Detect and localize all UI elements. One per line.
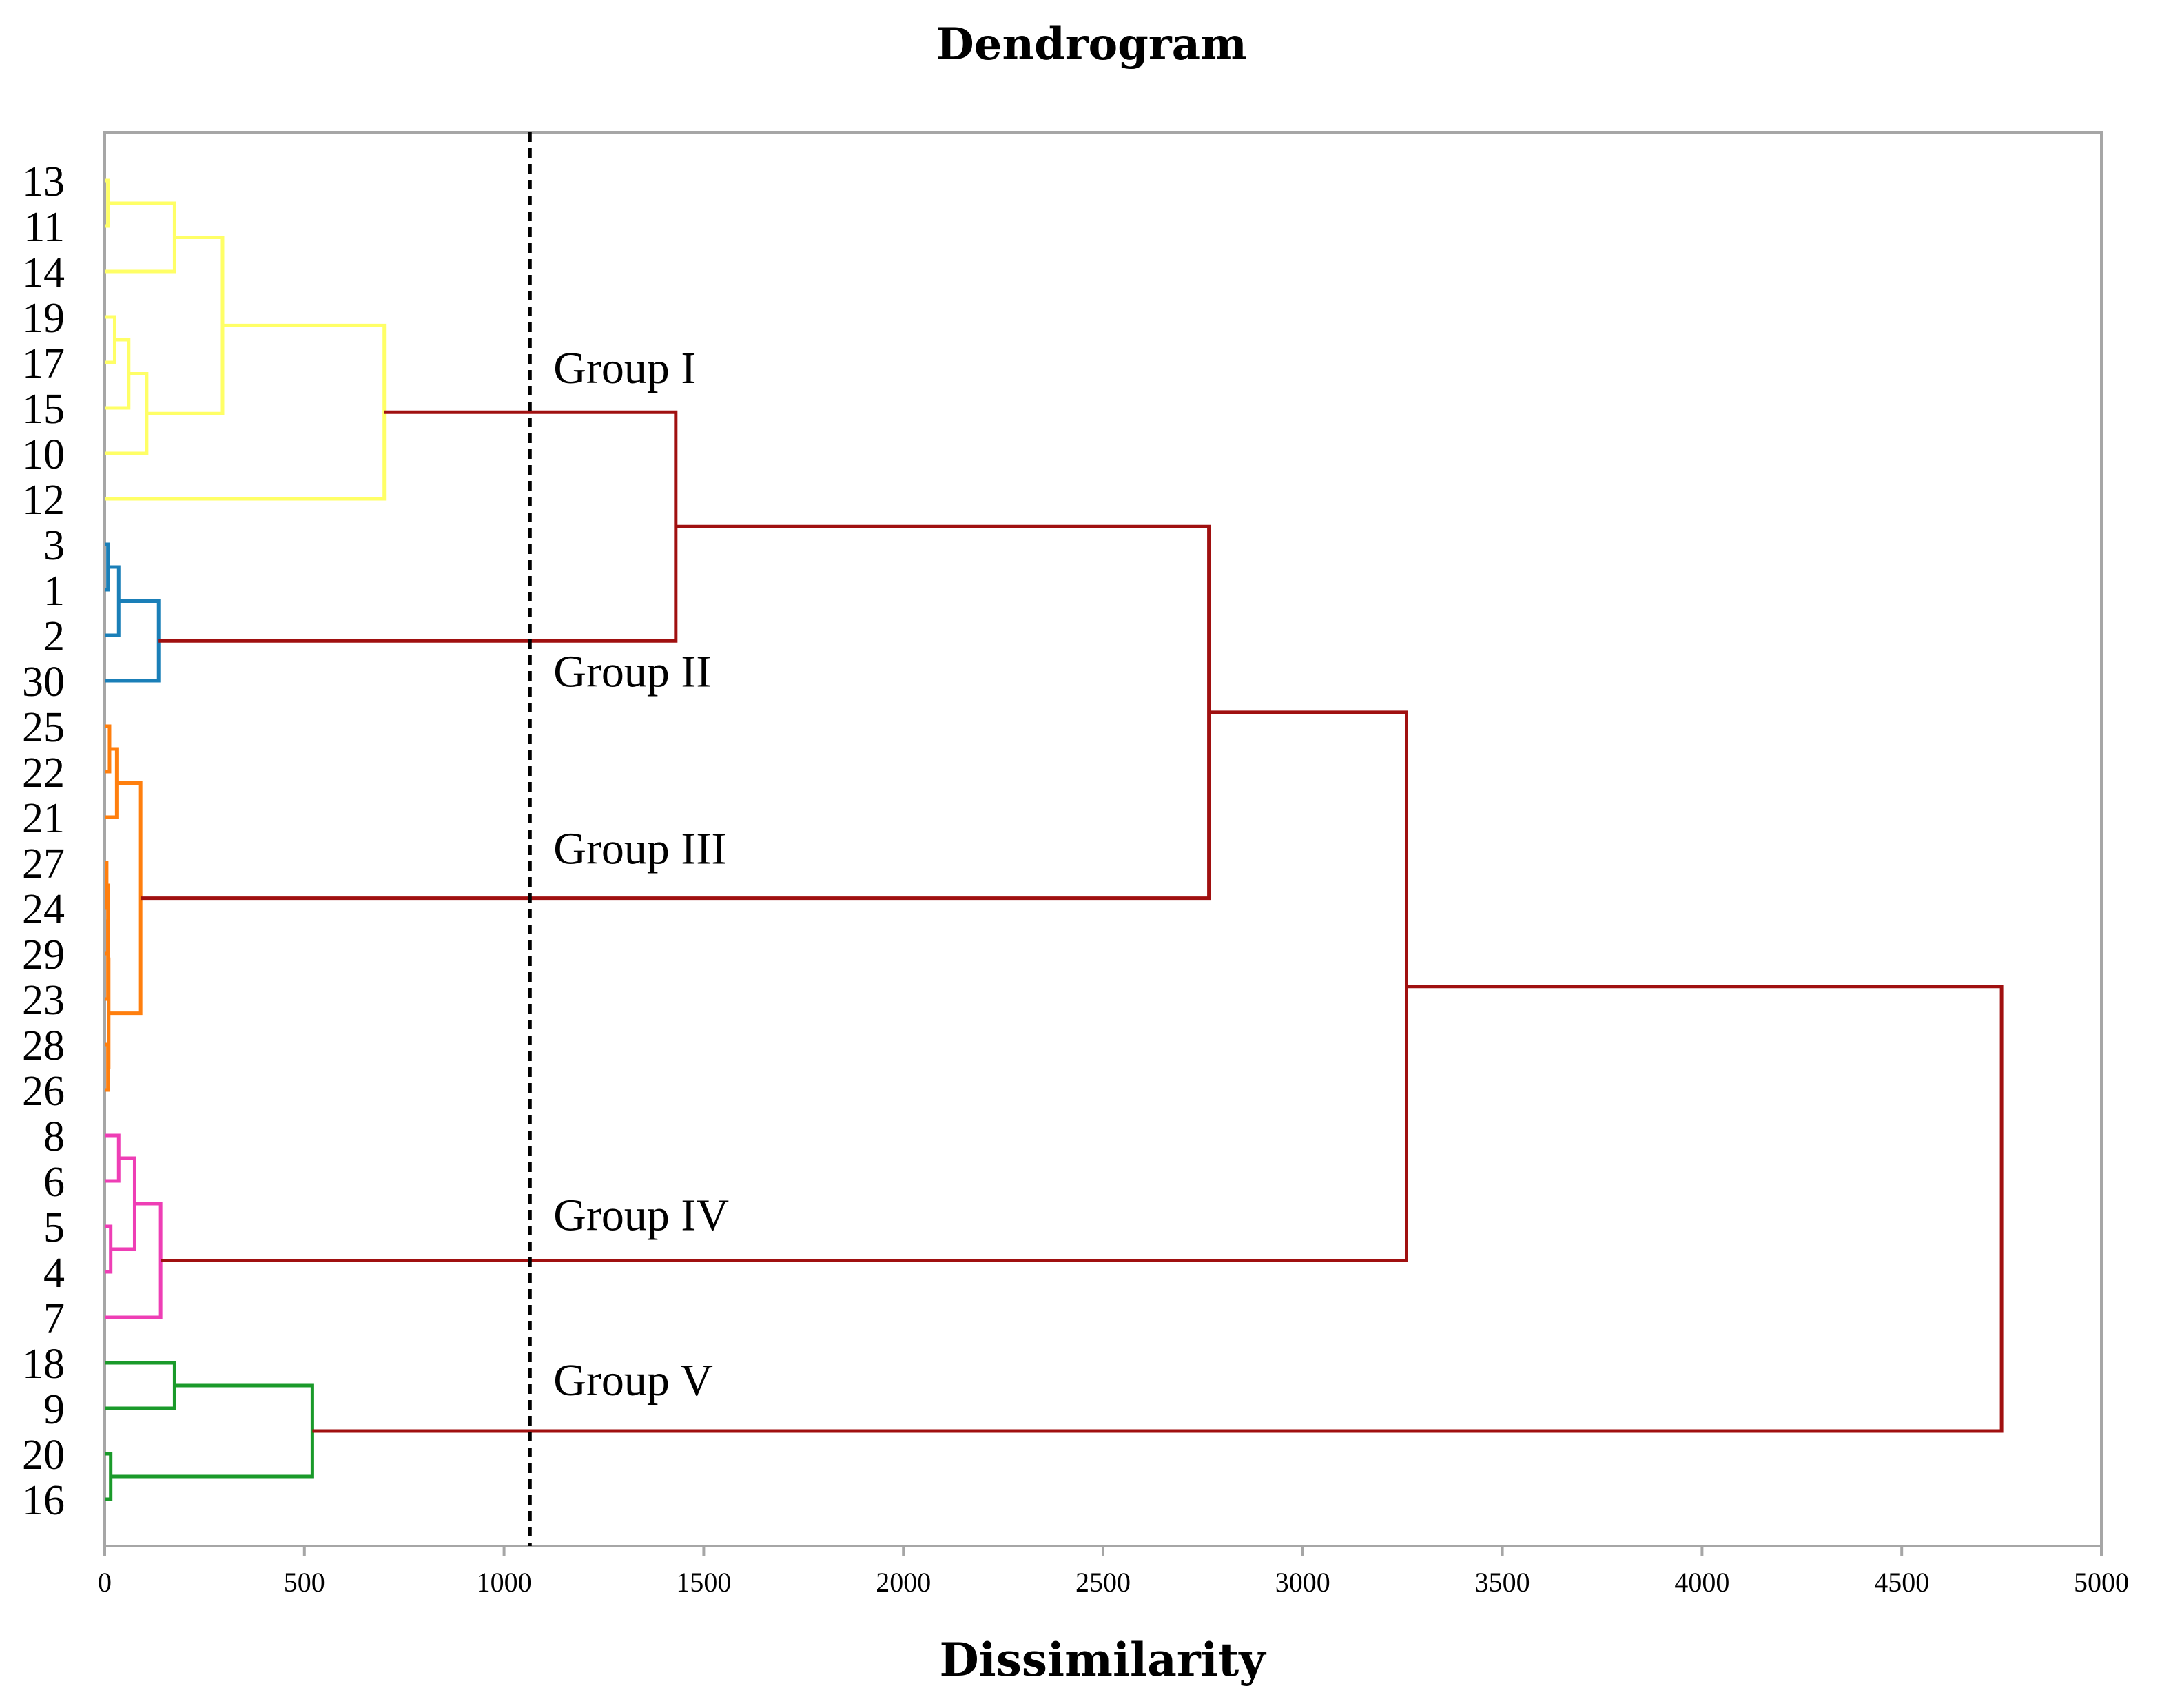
merge-link-11: [105, 724, 112, 774]
chart-title: Dendrogram: [936, 19, 1247, 70]
x-axis-title: Dissimilarity: [939, 1633, 1266, 1687]
group-label-1: Group I: [553, 343, 696, 393]
leaf-label-13: 13: [22, 158, 65, 205]
merge-link-26: [158, 410, 678, 643]
merge-link-22: [105, 1202, 163, 1319]
merge-link-27: [141, 524, 1211, 901]
leaf-label-18: 18: [22, 1341, 65, 1388]
leaf-label-23: 23: [22, 977, 65, 1024]
x-tick-label-5000: 5000: [2074, 1567, 2129, 1598]
leaf-label-8: 8: [43, 1113, 65, 1160]
group-label-2: Group II: [553, 646, 711, 697]
leaf-label-5: 5: [43, 1204, 65, 1251]
leaf-label-19: 19: [22, 295, 65, 342]
merge-link-5: [105, 372, 149, 455]
leaf-label-28: 28: [22, 1022, 65, 1069]
group-label-3: Group III: [553, 824, 726, 874]
merge-link-4: [105, 338, 131, 410]
leaf-label-14: 14: [22, 249, 65, 296]
merge-link-2: [105, 201, 176, 274]
leaf-label-7: 7: [43, 1295, 65, 1342]
leaf-label-20: 20: [22, 1432, 65, 1479]
leaf-label-17: 17: [22, 340, 65, 387]
leaf-label-10: 10: [22, 431, 65, 478]
merge-link-3: [105, 315, 116, 364]
leaf-label-26: 26: [22, 1068, 65, 1115]
group-label-4: Group IV: [553, 1191, 729, 1241]
merge-link-28: [161, 710, 1408, 1262]
x-tick-label-3000: 3000: [1275, 1567, 1330, 1598]
x-tick-label-2500: 2500: [1075, 1567, 1131, 1598]
x-tick-label-0: 0: [98, 1567, 112, 1598]
merge-link-21: [110, 1156, 136, 1251]
merge-link-23: [105, 1361, 176, 1410]
dendrogram-links: [105, 178, 2004, 1501]
x-axis: 0 500 1000 1500 2000 2500 3000 3500 4000 4500 5000: [98, 1546, 2129, 1598]
leaf-labels: 1311141917151012312302522212724292328268…: [22, 158, 65, 1524]
group-labels: Group I Group II Group III Group IV Group V: [553, 343, 729, 1406]
leaf-label-4: 4: [43, 1250, 65, 1297]
merge-link-6: [146, 236, 225, 415]
leaf-label-2: 2: [43, 613, 65, 660]
merge-link-19: [105, 1133, 121, 1183]
merge-link-25: [110, 1383, 314, 1479]
leaf-label-1: 1: [43, 568, 65, 615]
group-label-5: Group V: [553, 1355, 713, 1406]
x-tick-label-4500: 4500: [1874, 1567, 1929, 1598]
leaf-label-24: 24: [22, 886, 65, 933]
leaf-label-6: 6: [43, 1159, 65, 1206]
leaf-label-30: 30: [22, 659, 65, 706]
merge-link-17: [107, 957, 111, 1069]
x-tick-label-4000: 4000: [1674, 1567, 1729, 1598]
x-tick-label-1000: 1000: [477, 1567, 532, 1598]
merge-link-29: [312, 985, 2004, 1433]
leaf-label-9: 9: [43, 1386, 65, 1433]
leaf-label-29: 29: [22, 932, 65, 978]
leaf-label-3: 3: [43, 522, 65, 569]
merge-link-10: [105, 599, 161, 683]
leaf-label-16: 16: [22, 1477, 65, 1524]
x-tick-label-500: 500: [284, 1567, 325, 1598]
leaf-label-22: 22: [22, 750, 65, 796]
x-tick-label-2000: 2000: [876, 1567, 931, 1598]
plot-area-frame: [103, 131, 2103, 1547]
x-tick-label-3500: 3500: [1475, 1567, 1530, 1598]
leaf-label-15: 15: [22, 386, 65, 433]
leaf-label-11: 11: [23, 204, 65, 251]
leaf-label-27: 27: [22, 841, 65, 887]
leaf-label-12: 12: [22, 477, 65, 524]
leaf-label-25: 25: [22, 704, 65, 751]
leaf-label-21: 21: [22, 795, 65, 842]
x-tick-label-1500: 1500: [676, 1567, 731, 1598]
